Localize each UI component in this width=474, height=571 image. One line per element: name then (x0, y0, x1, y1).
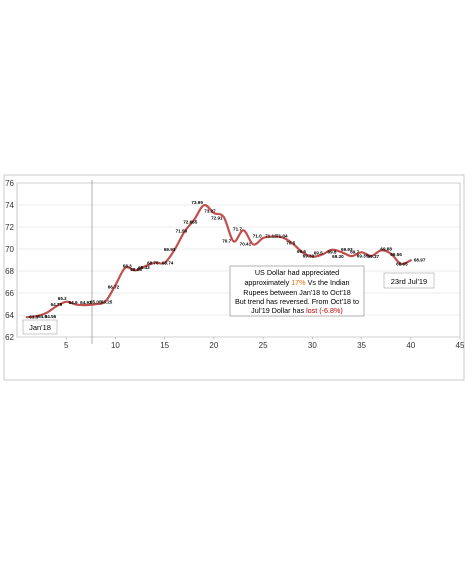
data-label: 70.5 (286, 241, 295, 246)
data-label: 65.05 (90, 299, 102, 304)
annotation-box-frame (229, 265, 365, 317)
data-label: 68.43 (138, 265, 150, 270)
annotation-line-2-post: Vs the Indian (306, 278, 350, 287)
data-label: 65.25 (101, 299, 113, 304)
annotation-line-5-pre: Jul'19 Dollar has (251, 306, 306, 315)
end-label-box: 23rd Jul'19 (383, 272, 435, 289)
data-label: 71.04 (276, 233, 288, 238)
data-label: 69.37 (368, 254, 380, 259)
x-tick-label: 30 (308, 341, 317, 350)
axes: 62 64 66 68 70 72 74 76 5 10 15 20 25 30 35 40 45 (5, 179, 465, 350)
x-tick-label: 40 (406, 341, 415, 350)
data-point (203, 204, 205, 206)
data-label: 72.91 (211, 215, 223, 220)
y-tick-label: 62 (5, 333, 14, 342)
data-label: 71.7 (233, 226, 242, 231)
data-label: 64.56 (45, 314, 57, 319)
y-tick-label: 64 (5, 311, 14, 320)
data-point (410, 260, 412, 262)
data-label: 71.13 (265, 233, 277, 238)
series-line (25, 203, 412, 319)
annotation-box: US Dollar had appreciated approximately … (229, 265, 365, 317)
data-label: 68.65 (396, 262, 408, 267)
annotation-line-2: approximately 17% Vs the Indian (244, 278, 349, 287)
y-tick-label: 74 (5, 201, 14, 210)
x-tick-label: 15 (160, 341, 169, 350)
annotation-line-3: Rupees between Jan'18 to Oct'18 (243, 288, 350, 297)
data-point (233, 241, 235, 243)
data-point (243, 230, 245, 232)
data-label: 64.9 (69, 300, 78, 305)
y-tick-label: 72 (5, 223, 14, 232)
x-tick-label: 20 (209, 341, 218, 350)
annotation-line-4: But trend has reversed. From Oct'18 to (235, 297, 359, 306)
data-label: 70.7 (222, 238, 231, 243)
x-tick-label: 45 (456, 341, 465, 350)
annotation-lost: lost (-6.8%) (306, 306, 343, 315)
data-label: 69.5 (314, 251, 323, 256)
data-point (26, 316, 28, 318)
y-tick-label: 66 (5, 289, 14, 298)
end-label-frame (383, 272, 435, 289)
data-label: 69.7 (350, 249, 359, 254)
annotation-line-2-pre: approximately (244, 278, 291, 287)
start-label: Jan'18 (29, 323, 51, 332)
end-label: 23rd Jul'19 (391, 277, 427, 286)
data-point (351, 255, 353, 257)
data-label: 68.05 (130, 267, 142, 272)
data-point (223, 216, 225, 218)
data-label: 73.27 (204, 209, 216, 214)
annotation-line-5: Jul'19 Dollar has lost (-6.8%) (251, 306, 343, 315)
data-label: 73.99 (191, 200, 203, 205)
data-label: 72.665 (183, 220, 197, 225)
data-label: 69.56 (390, 252, 402, 257)
data-point (252, 244, 254, 246)
data-label: 68.97 (414, 258, 426, 263)
data-label: 69.30 (332, 254, 344, 259)
y-tick-label: 68 (5, 267, 14, 276)
y-tick-label: 70 (5, 245, 14, 254)
x-tick-label: 25 (259, 341, 268, 350)
y-tick-label: 76 (5, 179, 14, 188)
data-point (262, 237, 264, 239)
data-label: 64.0 (38, 314, 47, 319)
data-point (65, 301, 67, 303)
grid-lines (17, 182, 460, 338)
data-label: 64.79 (51, 302, 63, 307)
data-label: 69.35 (357, 253, 369, 258)
annotation-highlight: 17% (291, 278, 306, 287)
data-label: 64.92 (80, 300, 92, 305)
data-label: 71.0 (253, 233, 262, 238)
annotation-line-1: US Dollar had appreciated (255, 268, 339, 277)
start-label-box: Jan'18 (22, 319, 58, 335)
data-label: 66.72 (108, 285, 120, 290)
data-label: 68.74 (162, 260, 174, 265)
start-label-frame (22, 319, 58, 335)
x-tick-label: 35 (357, 341, 366, 350)
data-label: 69.93 (164, 247, 176, 252)
x-tick-label: 10 (111, 341, 120, 350)
data-label: 69.93 (341, 247, 353, 252)
data-label: 69.8 (328, 249, 337, 254)
data-label: 63.8 (29, 314, 38, 319)
data-label: 69.88 (380, 247, 392, 252)
data-label: 70.41 (240, 242, 252, 247)
data-label: 71.56 (176, 229, 188, 234)
data-label: 65.2 (58, 296, 67, 301)
x-tick-label: 5 (64, 341, 69, 350)
data-label: 69.6 (297, 249, 306, 254)
data-label: 68.76 (147, 260, 159, 265)
data-label: 68.3 (123, 264, 132, 269)
data-label: 69.30 (303, 253, 315, 258)
